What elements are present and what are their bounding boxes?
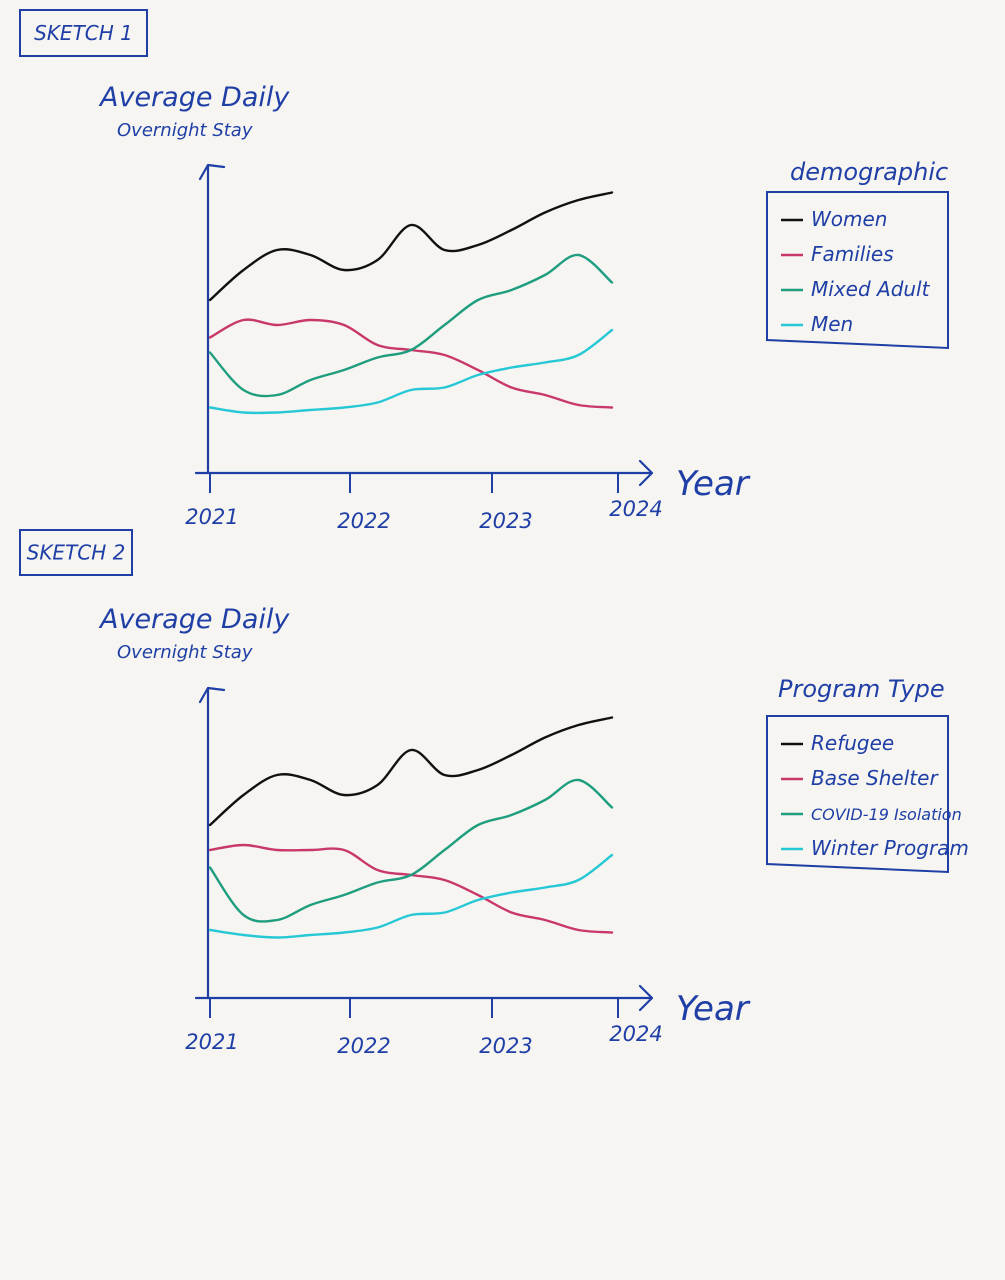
legend-item-label: Refugee — [811, 731, 894, 755]
y-axis-label-line2: Overnight Stay — [117, 120, 253, 141]
series-line-3 — [208, 253, 614, 398]
legend-title: Program Type — [778, 675, 945, 703]
sketch-2: SKETCH 2 Average Daily Overnight Stay 2021 2… — [19, 529, 969, 1058]
legend-item-label: Women — [811, 207, 887, 231]
x-tick-label: 2022 — [337, 1034, 390, 1058]
x-tick-label: 2022 — [337, 509, 390, 533]
x-tick-label: 2021 — [185, 505, 238, 529]
legend-box — [766, 715, 949, 874]
series-line-4 — [208, 853, 614, 939]
legend-title: demographic — [790, 158, 948, 186]
y-axis-label-line1: Average Daily — [98, 82, 290, 113]
legend-item-label: Base Shelter — [811, 766, 939, 790]
x-tick-label: 2023 — [479, 509, 532, 533]
legend-box — [766, 191, 949, 350]
sketch-1: SKETCH 1 Average Daily Overnight Stay 2021 2… — [19, 9, 949, 533]
x-tick-label: 2021 — [185, 1030, 238, 1054]
y-axis — [198, 686, 226, 1000]
x-axis-label: Year — [676, 464, 751, 504]
sketch-label-box — [19, 529, 133, 576]
series-line-3 — [208, 778, 614, 923]
sketch-label: SKETCH 2 — [27, 541, 126, 565]
legend-item-label: Winter Program — [811, 836, 969, 860]
legend-item-label: Men — [811, 312, 853, 336]
y-axis — [198, 163, 226, 475]
series-line-4 — [208, 328, 614, 415]
x-axis — [194, 984, 654, 1012]
sketch-label-box — [19, 9, 148, 57]
x-tick-label: 2023 — [479, 1034, 532, 1058]
series-line-1 — [208, 191, 614, 302]
legend-item-label: COVID-19 Isolation — [811, 805, 962, 824]
x-tick-label: 2024 — [609, 1022, 662, 1046]
x-axis — [194, 459, 654, 487]
series-line-2 — [208, 843, 614, 934]
series-line-2 — [208, 318, 614, 409]
sketch-label: SKETCH 1 — [34, 21, 133, 45]
legend-item-label: Mixed Adult — [811, 277, 931, 301]
x-axis-label: Year — [676, 989, 751, 1029]
series-line-1 — [208, 716, 614, 827]
legend-item-label: Families — [811, 242, 894, 266]
x-tick-label: 2024 — [609, 497, 662, 521]
y-axis-label-line1: Average Daily — [98, 604, 290, 635]
y-axis-label-line2: Overnight Stay — [117, 642, 253, 663]
